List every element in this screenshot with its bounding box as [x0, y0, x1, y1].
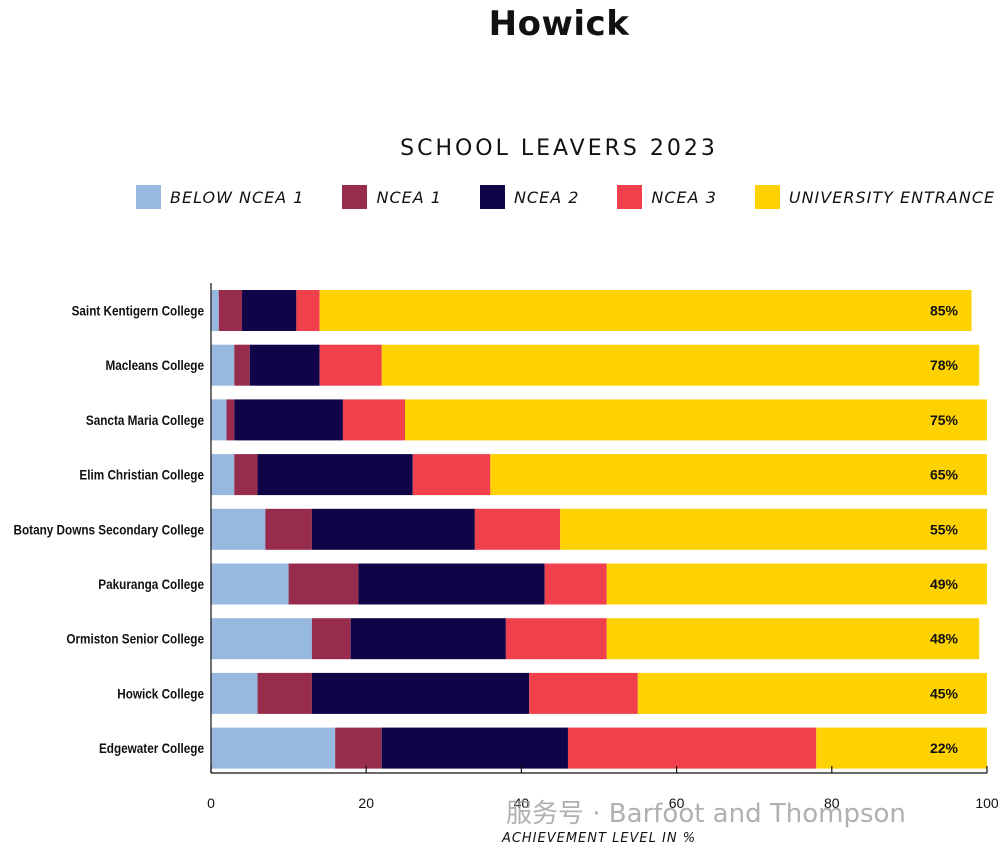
x-tick-label: 100	[975, 795, 999, 811]
legend-label-ncea-1: NCEA 1	[376, 187, 442, 207]
ue-data-label: 78%	[930, 357, 959, 373]
ue-data-label: 85%	[930, 303, 959, 319]
legend-item-university-entrance: UNIVERSITY ENTRANCE	[754, 185, 996, 209]
bar-segment-ncea-3	[412, 454, 491, 496]
y-tick-label: Macleans College	[105, 357, 204, 373]
bar-segment-university-entrance	[606, 618, 980, 660]
legend-item-ncea-2: NCEA 2	[479, 185, 580, 209]
bar-segment-ncea-1	[257, 672, 312, 714]
y-tick-label: Elim Christian College	[79, 467, 204, 483]
bar-segment-below-ncea-1	[211, 563, 289, 605]
x-tick-label: 80	[824, 795, 840, 811]
bar-segment-ncea-1	[265, 508, 312, 550]
y-tick-label: Pakuranga College	[98, 576, 204, 592]
ue-data-label: 49%	[930, 576, 959, 592]
legend-swatch-university-entrance	[754, 185, 780, 209]
chart-title: SCHOOL LEAVERS 2023	[400, 136, 718, 161]
bar-segment-university-entrance	[405, 399, 987, 441]
legend-swatch-ncea-1	[342, 185, 368, 209]
bar-segment-ncea-2	[358, 563, 545, 605]
ue-data-label: 55%	[930, 521, 959, 537]
bar-segment-ncea-2	[242, 290, 297, 331]
bar-segment-university-entrance	[319, 290, 972, 331]
ue-data-label: 75%	[930, 412, 959, 428]
bar-segment-ncea-3	[296, 290, 320, 331]
bar-segment-ncea-2	[311, 508, 475, 550]
y-tick-label: Edgewater College	[99, 740, 204, 756]
bar-segment-below-ncea-1	[211, 618, 312, 660]
page-title: Howick	[488, 4, 630, 44]
chart-legend: BELOW NCEA 1 NCEA 1 NCEA 2 NCEA 3 UNIVER…	[136, 184, 995, 210]
bar-segment-below-ncea-1	[211, 508, 266, 550]
bar-segment-ncea-2	[249, 344, 320, 386]
bar-segment-university-entrance	[606, 563, 987, 605]
bar-segment-ncea-3	[544, 563, 607, 605]
legend-item-below-ncea-1: BELOW NCEA 1	[136, 185, 304, 209]
legend-item-ncea-3: NCEA 3	[617, 185, 716, 209]
y-tick-label: Ormiston Senior College	[66, 631, 204, 647]
bar-segment-ncea-3	[342, 399, 405, 441]
bar-segment-university-entrance	[637, 672, 987, 714]
ue-data-label: 45%	[930, 685, 959, 701]
bar-segment-ncea-2	[257, 454, 413, 496]
bar-segment-university-entrance	[560, 508, 987, 550]
legend-label-university-entrance: UNIVERSITY ENTRANCE	[788, 187, 996, 207]
ue-data-label: 65%	[930, 467, 959, 483]
legend-swatch-below-ncea-1	[136, 185, 161, 209]
x-axis-title: ACHIEVEMENT LEVEL IN %	[501, 831, 696, 846]
watermark: 服务号 · Barfoot and Thompson	[506, 799, 906, 829]
bar-segment-ncea-1	[234, 344, 250, 386]
bar-segment-below-ncea-1	[211, 727, 336, 769]
y-tick-label: Howick College	[117, 685, 204, 701]
ue-data-label: 22%	[930, 740, 959, 756]
x-tick-label: 20	[358, 795, 374, 811]
bar-segment-ncea-1	[311, 618, 351, 660]
bar-segment-ncea-2	[234, 399, 343, 441]
y-tick-label: Sancta Maria College	[86, 412, 204, 428]
legend-label-below-ncea-1: BELOW NCEA 1	[170, 187, 305, 207]
legend-swatch-ncea-3	[617, 185, 643, 209]
bar-segment-ncea-1	[226, 399, 235, 441]
x-tick-label: 60	[669, 795, 685, 811]
bar-segment-ncea-3	[567, 727, 817, 769]
bar-segment-below-ncea-1	[211, 290, 219, 331]
y-tick-label: Saint Kentigern College	[72, 303, 204, 319]
bar-segment-ncea-2	[350, 618, 506, 660]
bar-segment-ncea-2	[381, 727, 568, 769]
bar-segment-below-ncea-1	[211, 672, 258, 714]
bar-segment-ncea-1	[234, 454, 258, 496]
bar-segment-ncea-1	[218, 290, 243, 331]
bar-segment-below-ncea-1	[211, 344, 235, 386]
legend-label-ncea-3: NCEA 3	[651, 187, 717, 207]
y-tick-label: Botany Downs Secondary College	[14, 521, 204, 537]
legend-label-ncea-2: NCEA 2	[513, 187, 580, 207]
bar-segment-ncea-3	[505, 618, 607, 660]
bar-segment-university-entrance	[816, 727, 987, 769]
legend-swatch-ncea-2	[479, 185, 505, 209]
bar-segment-ncea-3	[319, 344, 382, 386]
bar-segment-ncea-3	[474, 508, 561, 550]
x-tick-label: 40	[514, 795, 530, 811]
bar-segment-ncea-3	[529, 672, 638, 714]
legend-item-ncea-1: NCEA 1	[342, 185, 441, 209]
bar-segment-ncea-1	[288, 563, 359, 605]
bar-segment-below-ncea-1	[211, 399, 227, 441]
x-tick-label: 0	[207, 795, 215, 811]
bar-segment-university-entrance	[490, 454, 987, 496]
bar-segment-ncea-2	[311, 672, 530, 714]
ue-data-label: 48%	[930, 631, 959, 647]
bar-segment-ncea-1	[335, 727, 382, 769]
bar-segment-university-entrance	[381, 344, 980, 386]
bar-segment-below-ncea-1	[211, 454, 235, 496]
